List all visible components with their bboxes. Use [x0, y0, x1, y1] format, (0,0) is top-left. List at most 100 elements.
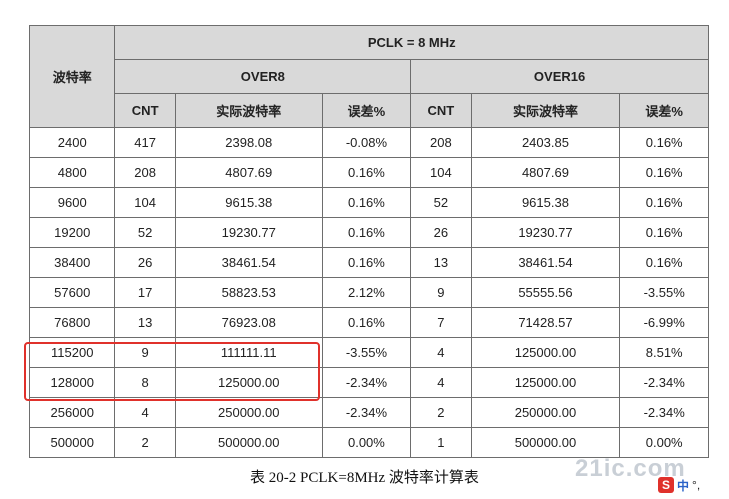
- over16-actual-cell: 9615.38: [470, 187, 621, 218]
- pclk-header: PCLK = 8 MHz: [114, 25, 709, 60]
- table-row: 38400 26 38461.54 0.16% 13 38461.54 0.16…: [28, 247, 709, 278]
- ime-indicator[interactable]: S 中 °,: [658, 476, 718, 494]
- highlight-box: [24, 342, 320, 401]
- over8-cnt-cell: 52: [114, 217, 176, 248]
- baud-cell: 9600: [28, 187, 116, 218]
- over8-actual-cell: 58823.53: [174, 277, 323, 308]
- over16-actual-cell: 55555.56: [470, 277, 621, 308]
- over8-error-cell: 0.16%: [321, 247, 412, 278]
- over8-actual-cell: 250000.00: [174, 397, 323, 428]
- table-row: 19200 52 19230.77 0.16% 26 19230.77 0.16…: [28, 217, 709, 248]
- over16-error-cell: -6.99%: [619, 307, 709, 338]
- over16-header: OVER16: [410, 59, 709, 94]
- over16-cnt-cell: 9: [410, 277, 472, 308]
- over8-error-cell: -2.34%: [321, 367, 412, 398]
- baud-cell: 500000: [28, 427, 116, 458]
- over8-actual-cell: 2398.08: [174, 127, 323, 158]
- over16-cnt-cell: 208: [410, 127, 472, 158]
- ime-punctuation-label: °,: [692, 478, 701, 492]
- over8-cnt-cell: 26: [114, 247, 176, 278]
- over8-error-cell: -0.08%: [321, 127, 412, 158]
- over16-error-header: 误差%: [619, 93, 709, 128]
- over16-cnt-header: CNT: [410, 93, 472, 128]
- over16-actual-cell: 4807.69: [470, 157, 621, 188]
- over16-actual-cell: 2403.85: [470, 127, 621, 158]
- ime-mode-label: 中: [677, 478, 690, 493]
- over16-cnt-cell: 1: [410, 427, 472, 458]
- over8-cnt-cell: 417: [114, 127, 176, 158]
- over8-actual-cell: 38461.54: [174, 247, 323, 278]
- over8-cnt-cell: 2: [114, 427, 176, 458]
- over16-cnt-cell: 2: [410, 397, 472, 428]
- over16-actual-cell: 38461.54: [470, 247, 621, 278]
- over16-error-cell: 0.16%: [619, 247, 709, 278]
- over16-error-cell: 0.16%: [619, 127, 709, 158]
- baud-cell: 128000: [28, 367, 116, 398]
- over8-actual-cell: 4807.69: [174, 157, 323, 188]
- over16-error-cell: 0.16%: [619, 217, 709, 248]
- over16-error-cell: -3.55%: [619, 277, 709, 308]
- baud-rate-table: 波特率 PCLK = 8 MHz OVER8 OVER16 CNT 实际波特率 …: [28, 25, 709, 458]
- over16-cnt-cell: 13: [410, 247, 472, 278]
- over8-header: OVER8: [114, 59, 412, 94]
- over16-cnt-cell: 26: [410, 217, 472, 248]
- over8-error-cell: 0.16%: [321, 217, 412, 248]
- over16-actual-cell: 125000.00: [470, 367, 621, 398]
- table-row: 500000 2 500000.00 0.00% 1 500000.00 0.0…: [28, 427, 709, 458]
- baud-cell: 76800: [28, 307, 116, 338]
- baud-cell: 256000: [28, 397, 116, 428]
- over8-error-cell: 2.12%: [321, 277, 412, 308]
- table-row: 128000 8 125000.00 -2.34% 4 125000.00 -2…: [28, 367, 709, 398]
- over16-actual-cell: 71428.57: [470, 307, 621, 338]
- baud-cell: 4800: [28, 157, 116, 188]
- over8-error-cell: 0.16%: [321, 157, 412, 188]
- over16-actual-cell: 250000.00: [470, 397, 621, 428]
- over8-error-header: 误差%: [321, 93, 412, 128]
- over8-error-cell: -2.34%: [321, 397, 412, 428]
- table-row: 4800 208 4807.69 0.16% 104 4807.69 0.16%: [28, 157, 709, 188]
- over8-error-cell: -3.55%: [321, 337, 412, 368]
- over16-cnt-cell: 52: [410, 187, 472, 218]
- baud-cell: 2400: [28, 127, 116, 158]
- over16-cnt-cell: 4: [410, 337, 472, 368]
- over8-actual-cell: 500000.00: [174, 427, 323, 458]
- over16-error-cell: -2.34%: [619, 397, 709, 428]
- over8-actual-cell: 76923.08: [174, 307, 323, 338]
- table-caption: 表 20-2 PCLK=8MHz 波特率计算表: [250, 470, 479, 486]
- over8-error-cell: 0.16%: [321, 307, 412, 338]
- sogou-logo-icon: S: [658, 477, 674, 493]
- table-row: 256000 4 250000.00 -2.34% 2 250000.00 -2…: [28, 397, 709, 428]
- over16-cnt-cell: 4: [410, 367, 472, 398]
- table-row: 2400 417 2398.08 -0.08% 208 2403.85 0.16…: [28, 127, 709, 158]
- over16-error-cell: -2.34%: [619, 367, 709, 398]
- over8-cnt-cell: 17: [114, 277, 176, 308]
- baud-cell: 19200: [28, 217, 116, 248]
- over16-actual-cell: 19230.77: [470, 217, 621, 248]
- over16-actual-cell: 125000.00: [470, 337, 621, 368]
- over8-cnt-cell: 4: [114, 397, 176, 428]
- over8-actual-cell: 9615.38: [174, 187, 323, 218]
- over16-error-cell: 0.00%: [619, 427, 709, 458]
- table-row: 76800 13 76923.08 0.16% 7 71428.57 -6.99…: [28, 307, 709, 338]
- over8-cnt-header: CNT: [114, 93, 176, 128]
- over8-error-cell: 0.16%: [321, 187, 412, 218]
- over8-cnt-cell: 8: [114, 367, 176, 398]
- over16-error-cell: 8.51%: [619, 337, 709, 368]
- over16-error-cell: 0.16%: [619, 187, 709, 218]
- over8-actual-header: 实际波特率: [174, 93, 323, 128]
- baud-cell: 38400: [28, 247, 116, 278]
- over16-error-cell: 0.16%: [619, 157, 709, 188]
- over8-cnt-cell: 13: [114, 307, 176, 338]
- over16-cnt-cell: 104: [410, 157, 472, 188]
- table-row: 57600 17 58823.53 2.12% 9 55555.56 -3.55…: [28, 277, 709, 308]
- over16-actual-cell: 500000.00: [470, 427, 621, 458]
- over16-actual-header: 实际波特率: [470, 93, 621, 128]
- table-row: 9600 104 9615.38 0.16% 52 9615.38 0.16%: [28, 187, 709, 218]
- over16-cnt-cell: 7: [410, 307, 472, 338]
- over8-error-cell: 0.00%: [321, 427, 412, 458]
- baud-cell: 57600: [28, 277, 116, 308]
- over8-cnt-cell: 208: [114, 157, 176, 188]
- baud-rate-header: 波特率: [28, 25, 116, 128]
- over8-cnt-cell: 104: [114, 187, 176, 218]
- over8-actual-cell: 19230.77: [174, 217, 323, 248]
